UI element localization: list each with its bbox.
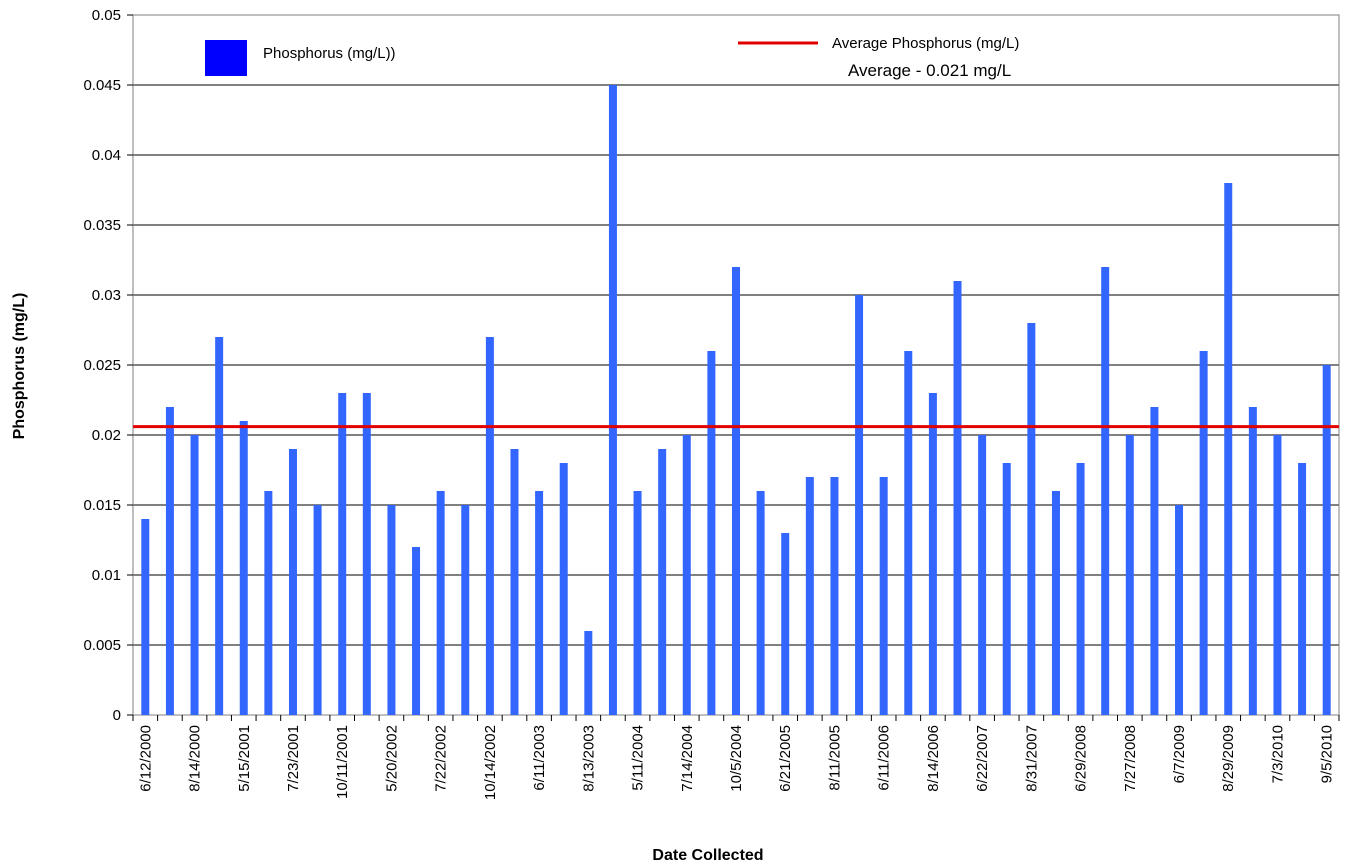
bar <box>559 463 568 715</box>
bar <box>239 421 248 715</box>
x-tick-label: 8/29/2009 <box>1220 725 1237 792</box>
bar <box>1002 463 1011 715</box>
x-tick-label: 10/5/2004 <box>728 725 745 792</box>
x-tick-label: 6/11/2003 <box>531 725 548 791</box>
bar <box>978 435 987 715</box>
bar <box>904 351 913 715</box>
x-tick-label: 7/14/2004 <box>679 725 696 792</box>
x-tick-label: 10/11/2001 <box>334 725 351 799</box>
average-annotation: Average - 0.021 mg/L <box>848 61 1011 80</box>
bar <box>165 407 174 715</box>
bar <box>682 435 691 715</box>
y-tick-label: 0.02 <box>92 427 121 444</box>
y-axis-title: Phosphorus (mg/L) <box>11 293 28 440</box>
x-axis-title: Date Collected <box>652 847 763 864</box>
bar <box>535 491 544 715</box>
y-tick-label: 0.03 <box>92 287 121 304</box>
y-tick-label: 0.04 <box>92 147 121 164</box>
y-tick-label: 0.015 <box>83 497 121 514</box>
bar <box>1273 435 1282 715</box>
legend-bar-entry: Phosphorus (mg/L)) <box>205 40 396 76</box>
x-tick-label: 6/7/2009 <box>1171 725 1188 783</box>
y-tick-label: 0.035 <box>83 217 121 234</box>
legend-swatch <box>205 40 247 76</box>
legend-average-entry: Average Phosphorus (mg/L) Average - 0.02… <box>738 35 1019 80</box>
bar <box>633 491 642 715</box>
bar <box>1199 351 1208 715</box>
bar <box>732 267 740 715</box>
x-tick-label: 8/14/2006 <box>925 725 942 792</box>
bar <box>830 477 839 715</box>
x-tick-label: 5/11/2004 <box>630 725 647 791</box>
bar <box>190 435 199 715</box>
x-tick-label: 6/12/2000 <box>137 725 154 792</box>
legend-bar-label: Phosphorus (mg/L)) <box>263 45 396 62</box>
x-tick-label: 5/15/2001 <box>236 725 253 792</box>
x-tick-label: 8/13/2003 <box>580 725 597 792</box>
x-tick-label: 8/14/2000 <box>187 725 204 792</box>
bar <box>461 505 470 715</box>
x-tick-label: 7/23/2001 <box>285 725 302 792</box>
x-tick-label: 10/14/2002 <box>482 725 499 800</box>
x-tick-label: 8/11/2005 <box>826 725 843 791</box>
y-tick-label: 0 <box>113 707 121 724</box>
x-tick-label: 7/3/2010 <box>1269 725 1286 783</box>
bar <box>781 533 790 715</box>
bar <box>608 85 617 715</box>
x-tick-label: 6/11/2006 <box>876 725 893 791</box>
bar <box>1027 323 1036 715</box>
y-tick-label: 0.01 <box>92 567 121 584</box>
bar <box>1322 365 1331 715</box>
bar <box>1125 435 1134 715</box>
bar <box>412 547 421 715</box>
bar <box>264 491 273 715</box>
bar <box>288 449 297 715</box>
bar <box>756 491 765 715</box>
bar <box>387 505 396 715</box>
bar <box>1076 463 1085 715</box>
bar <box>1248 407 1257 715</box>
bar <box>1101 267 1110 715</box>
x-tick-label: 7/22/2002 <box>433 725 450 792</box>
bar <box>338 393 347 715</box>
bar <box>313 505 322 715</box>
x-tick-label: 6/21/2005 <box>777 725 794 792</box>
bar <box>362 393 371 715</box>
bar <box>855 295 864 715</box>
y-tick-label: 0.05 <box>92 7 121 24</box>
bar <box>1150 407 1159 715</box>
bar <box>510 449 519 715</box>
x-tick-label: 6/29/2008 <box>1073 725 1090 792</box>
x-tick-label: 7/27/2008 <box>1122 725 1139 792</box>
bar-series <box>141 85 1331 715</box>
y-tick-label: 0.005 <box>83 637 121 654</box>
bar <box>1298 463 1307 715</box>
x-tick-label: 5/20/2002 <box>383 725 400 792</box>
bar <box>436 491 445 715</box>
bar <box>928 393 937 715</box>
bar <box>1051 491 1060 715</box>
x-tick-label: 9/5/2010 <box>1319 725 1336 783</box>
y-tick-label: 0.025 <box>83 357 121 374</box>
bar <box>1224 183 1233 715</box>
bar <box>879 477 888 715</box>
bar <box>707 351 716 715</box>
x-tick-label: 8/31/2007 <box>1023 725 1040 792</box>
bar <box>805 477 814 715</box>
bar <box>658 449 667 715</box>
y-tick-label: 0.045 <box>83 77 121 94</box>
legend-line-label: Average Phosphorus (mg/L) <box>832 35 1019 52</box>
bar <box>584 631 593 715</box>
x-axis-ticks: 6/12/2000 8/14/2000 5/15/2001 7/23/2001 10/1… <box>132 715 1340 800</box>
bar <box>215 337 224 715</box>
y-axis-ticks: 0 0.005 0.01 0.015 0.02 0.025 0.03 0.035 0.04 0.0… <box>83 7 133 724</box>
bar <box>485 337 494 715</box>
bar <box>141 519 150 715</box>
x-tick-label: 6/22/2007 <box>974 725 991 792</box>
bar <box>1175 505 1184 715</box>
bar <box>953 281 962 715</box>
